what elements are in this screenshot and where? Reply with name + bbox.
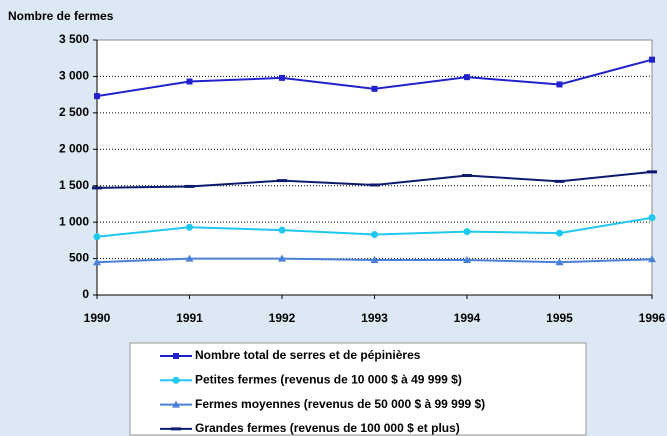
marker xyxy=(556,81,563,88)
x-tick-label: 1990 xyxy=(84,311,111,325)
y-tick-label: 3 500 xyxy=(59,32,89,46)
marker xyxy=(92,186,102,190)
marker xyxy=(171,427,181,431)
x-tick-label: 1992 xyxy=(269,311,296,325)
marker xyxy=(647,170,657,174)
marker xyxy=(184,184,195,188)
y-tick-label: 2 000 xyxy=(59,141,89,155)
marker xyxy=(556,229,563,237)
marker xyxy=(371,231,378,239)
marker xyxy=(554,179,565,183)
y-tick-label: 3 000 xyxy=(59,69,89,83)
marker xyxy=(277,179,287,183)
marker xyxy=(94,93,100,100)
y-tick-label: 500 xyxy=(69,251,89,265)
marker xyxy=(278,254,286,262)
marker xyxy=(93,233,101,241)
marker xyxy=(462,174,472,178)
marker xyxy=(186,223,193,231)
y-tick-label: 2 500 xyxy=(59,105,89,119)
y-axis-label: Nombre de fermes xyxy=(8,9,114,23)
marker xyxy=(278,226,286,234)
marker xyxy=(648,255,656,263)
x-tick-label: 1994 xyxy=(454,311,481,325)
x-tick-label: 1991 xyxy=(176,311,203,325)
marker xyxy=(186,78,193,85)
legend-label: Grandes fermes (revenus de 100 000 $ et … xyxy=(195,421,460,435)
legend-label: Nombre total de serres et de pépinières xyxy=(195,348,421,362)
x-tick-label: 1996 xyxy=(639,311,666,325)
marker xyxy=(463,256,471,264)
legend-box xyxy=(129,342,587,436)
legend-label: Fermes moyennes (revenus de 50 000 $ à 9… xyxy=(195,397,485,411)
marker xyxy=(463,228,471,236)
marker xyxy=(371,85,378,92)
x-tick-label: 1995 xyxy=(546,311,573,325)
marker xyxy=(172,400,180,408)
marker xyxy=(173,353,179,359)
y-tick-label: 0 xyxy=(82,287,89,301)
legend-label: Petites fermes (revenus de 10 000 $ à 49… xyxy=(195,372,462,386)
marker xyxy=(370,256,379,264)
marker xyxy=(93,258,101,266)
marker xyxy=(555,258,564,266)
marker xyxy=(648,214,656,222)
y-tick-label: 1 500 xyxy=(59,178,89,192)
x-tick-label: 1993 xyxy=(361,311,388,325)
marker xyxy=(649,56,655,63)
marker xyxy=(369,183,380,187)
marker xyxy=(185,254,194,262)
marker xyxy=(279,74,285,81)
marker xyxy=(172,376,180,384)
y-tick-label: 1 000 xyxy=(59,214,89,228)
marker xyxy=(464,74,470,81)
